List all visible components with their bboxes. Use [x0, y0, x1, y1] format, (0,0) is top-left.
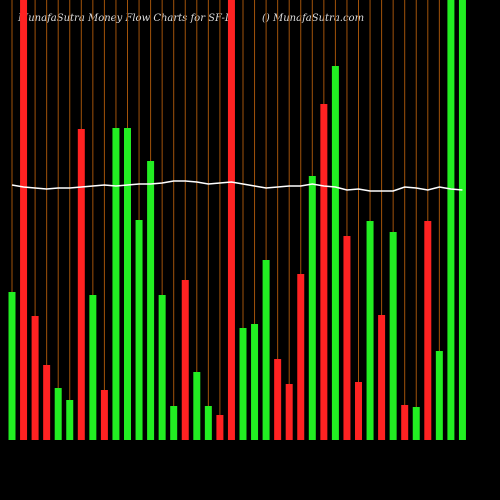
bar [227, 0, 235, 440]
chart-source: () MunafaSutra.com [262, 13, 364, 24]
bar [378, 315, 386, 440]
bar [193, 372, 201, 440]
bar [77, 129, 85, 440]
bar [147, 161, 155, 440]
bar [66, 400, 74, 440]
bar [320, 104, 328, 440]
bar [204, 406, 212, 440]
chart-title: MunafaSutra Money Flow Charts for SF-D [17, 13, 233, 24]
bar [170, 406, 178, 440]
bar [285, 384, 293, 440]
bar [89, 295, 97, 440]
bar [389, 232, 397, 440]
bar [297, 274, 305, 440]
bar [43, 365, 51, 440]
bar [274, 359, 282, 440]
bar [239, 328, 247, 440]
bar [447, 0, 455, 440]
bar [31, 316, 39, 440]
bar [8, 292, 16, 440]
bar [308, 176, 316, 440]
bar [181, 280, 189, 440]
bar [435, 351, 443, 440]
bar [158, 295, 166, 440]
money-flow-line [11, 180, 463, 192]
bar [458, 0, 466, 440]
bar [135, 220, 143, 440]
bar [54, 388, 62, 440]
bar [262, 260, 270, 440]
bar [343, 236, 351, 440]
bar [112, 128, 120, 440]
bar [355, 382, 362, 440]
bar [100, 390, 108, 440]
bar [331, 66, 339, 440]
bar [424, 221, 432, 440]
bar [366, 221, 374, 440]
bar [124, 128, 131, 440]
bar [216, 415, 224, 440]
bar [251, 324, 259, 440]
bar [412, 407, 420, 440]
bar [20, 0, 28, 440]
bar [401, 405, 409, 440]
